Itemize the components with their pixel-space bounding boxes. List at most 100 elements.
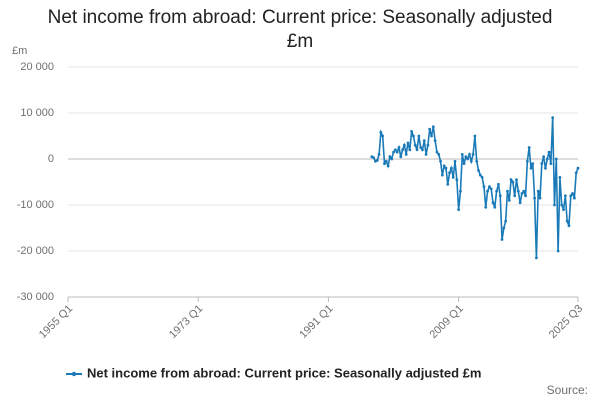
data-point — [562, 208, 565, 212]
data-point — [536, 189, 540, 193]
data-point — [542, 155, 546, 159]
data-point — [415, 148, 419, 152]
data-point — [486, 189, 489, 193]
y-tick-label: 0 — [48, 153, 54, 165]
data-point — [433, 139, 437, 143]
data-point — [439, 159, 442, 163]
data-point — [500, 238, 504, 241]
data-point — [392, 150, 395, 154]
data-point — [383, 162, 386, 166]
data-point — [498, 194, 502, 198]
data-point — [533, 196, 536, 200]
source: Source: — [547, 383, 588, 397]
data-point — [399, 155, 403, 159]
data-point — [401, 148, 404, 152]
data-point — [478, 173, 482, 177]
data-point — [428, 127, 432, 131]
data-point — [516, 189, 520, 193]
data-point — [544, 166, 547, 170]
x-tick-label: 1955 Q1 — [37, 303, 75, 341]
data-point — [471, 153, 475, 156]
data-point — [430, 134, 433, 138]
data-point — [549, 162, 553, 166]
legend-label: Net income from abroad: Current price: S… — [87, 365, 481, 380]
data-point — [453, 159, 457, 163]
data-point — [493, 205, 497, 209]
data-point — [446, 182, 450, 186]
data-point — [413, 143, 417, 147]
data-point — [457, 208, 461, 212]
data-point — [567, 224, 571, 228]
data-point — [556, 249, 560, 253]
data-point — [397, 146, 401, 149]
y-unit: £m — [12, 45, 27, 57]
data-point — [386, 164, 390, 168]
data-point — [448, 171, 451, 175]
data-point — [462, 162, 466, 166]
data-point — [412, 134, 415, 138]
data-point — [464, 155, 468, 159]
data-point — [527, 146, 531, 149]
data-point — [440, 173, 444, 177]
data-point — [408, 148, 412, 152]
data-point — [431, 125, 435, 129]
data-point — [569, 194, 573, 198]
data-point — [480, 176, 484, 179]
data-point — [572, 196, 576, 200]
data-point — [487, 185, 491, 189]
series-line — [371, 117, 579, 258]
chart-title: Net income from abroad: Current price: S… — [47, 7, 553, 52]
data-point — [545, 157, 549, 161]
data-point — [540, 162, 544, 166]
data-point — [388, 155, 392, 159]
data-point — [522, 189, 526, 193]
data-point — [404, 153, 408, 156]
data-point — [509, 178, 513, 182]
data-point — [507, 199, 511, 202]
data-point — [524, 194, 527, 198]
data-point — [442, 164, 446, 168]
data-point — [419, 146, 423, 149]
data-point — [422, 139, 426, 143]
data-point — [484, 205, 488, 209]
data-point — [504, 219, 508, 223]
data-point — [435, 150, 439, 154]
data-point — [531, 162, 535, 166]
data-point — [375, 158, 379, 162]
data-point — [390, 157, 394, 161]
data-point — [515, 178, 518, 182]
data-point — [372, 156, 376, 160]
data-point — [535, 256, 538, 260]
data-point — [551, 116, 555, 119]
legend-marker — [71, 371, 77, 377]
data-point — [421, 148, 424, 152]
data-point — [495, 189, 499, 193]
data-point — [525, 159, 529, 163]
data-point — [473, 134, 477, 138]
data-point — [506, 189, 509, 193]
data-point — [410, 130, 414, 133]
data-point — [547, 150, 551, 154]
y-tick-label: -30 000 — [17, 291, 54, 303]
data-point — [538, 196, 542, 200]
data-point — [417, 134, 421, 138]
data-point — [529, 166, 533, 170]
data-point — [477, 169, 480, 172]
y-tick-label: -20 000 — [17, 245, 54, 257]
data-point — [558, 176, 562, 179]
data-point — [460, 153, 464, 156]
data-point — [455, 178, 459, 182]
data-point — [377, 153, 381, 156]
data-point — [450, 166, 453, 170]
data-point — [475, 159, 479, 163]
data-point — [518, 201, 522, 205]
data-point — [491, 201, 495, 205]
data-point — [502, 226, 506, 230]
data-point — [553, 203, 556, 207]
data-point — [497, 182, 500, 186]
x-tick-label: 1991 Q1 — [297, 303, 335, 341]
x-tick-label: 2009 Q1 — [427, 303, 465, 341]
data-point — [384, 159, 388, 163]
y-tick-label: 20 000 — [20, 61, 54, 73]
data-point — [424, 153, 428, 156]
